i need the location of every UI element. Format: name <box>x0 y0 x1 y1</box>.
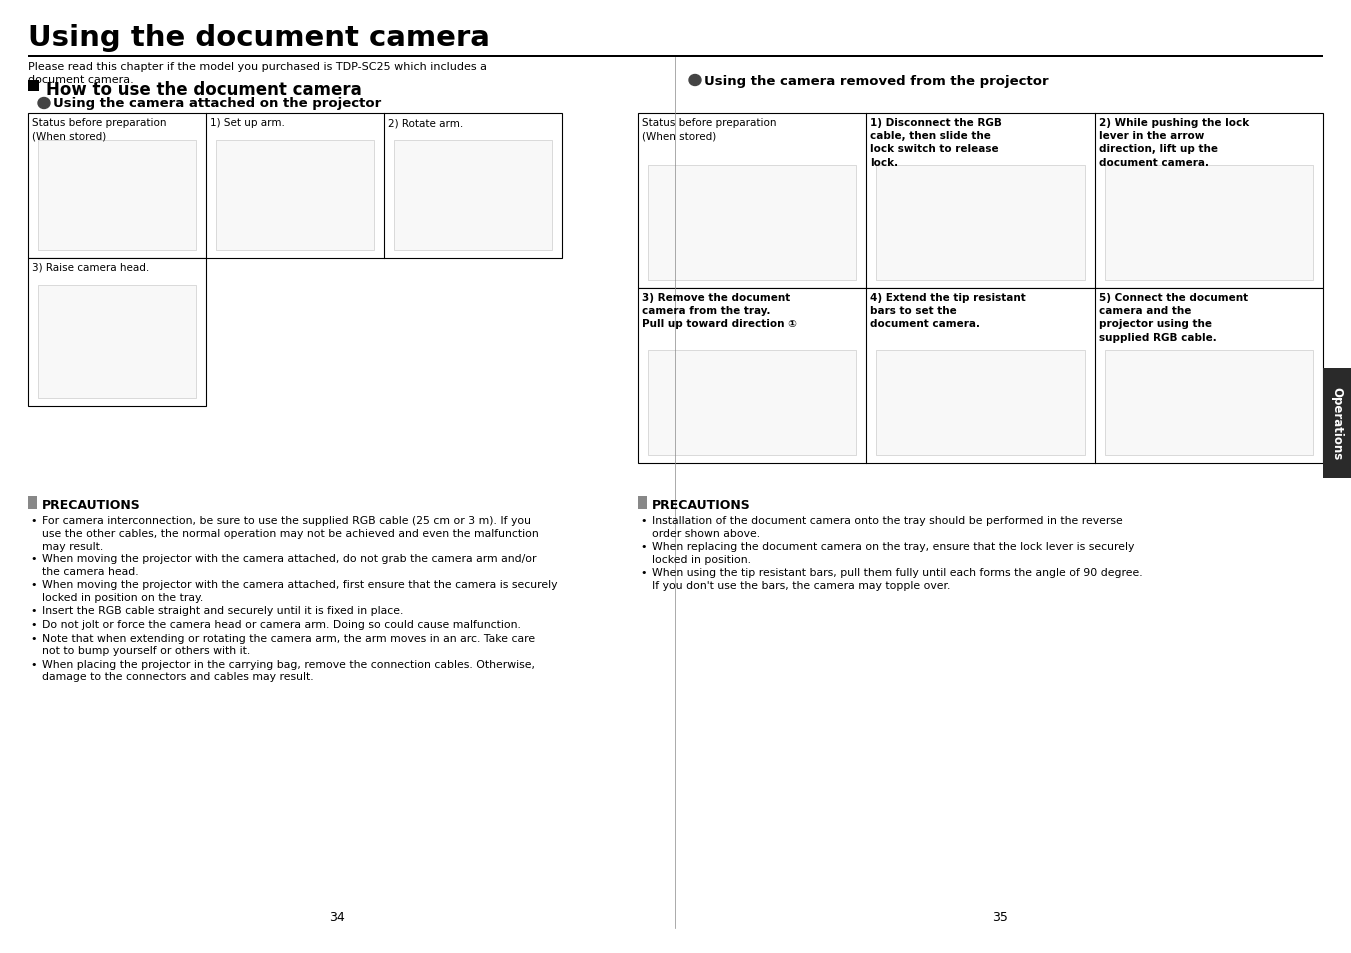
Text: 3) Raise camera head.: 3) Raise camera head. <box>32 263 149 273</box>
Text: Using the camera attached on the projector: Using the camera attached on the project… <box>53 96 381 110</box>
Bar <box>38 141 196 251</box>
Text: 1) Set up arm.: 1) Set up arm. <box>209 118 285 128</box>
Text: 2) Rotate arm.: 2) Rotate arm. <box>388 118 463 128</box>
Bar <box>638 113 1323 289</box>
Text: Operations: Operations <box>1331 387 1343 460</box>
Text: 34: 34 <box>330 910 345 923</box>
Text: Status before preparation
(When stored): Status before preparation (When stored) <box>642 118 777 141</box>
Text: PRECAUTIONS: PRECAUTIONS <box>42 498 141 512</box>
Text: Insert the RGB cable straight and securely until it is fixed in place.: Insert the RGB cable straight and secure… <box>42 606 404 616</box>
Bar <box>638 289 1323 463</box>
Text: Using the document camera: Using the document camera <box>28 24 490 52</box>
Text: 5) Connect the document
camera and the
projector using the
supplied RGB cable.: 5) Connect the document camera and the p… <box>1098 293 1248 342</box>
Bar <box>648 166 857 281</box>
Text: Note that when extending or rotating the camera arm, the arm moves in an arc. Ta: Note that when extending or rotating the… <box>42 633 535 656</box>
Text: 3) Remove the document
camera from the tray.
Pull up toward direction ①: 3) Remove the document camera from the t… <box>642 293 797 329</box>
Bar <box>648 351 857 456</box>
Bar <box>877 351 1085 456</box>
Text: •: • <box>30 579 36 590</box>
Bar <box>1105 166 1313 281</box>
Text: 1) Disconnect the RGB
cable, then slide the
lock switch to release
lock.: 1) Disconnect the RGB cable, then slide … <box>870 118 1002 168</box>
Bar <box>28 55 1323 58</box>
Bar <box>216 141 374 251</box>
Text: •: • <box>30 633 36 643</box>
Text: When moving the projector with the camera attached, do not grab the camera arm a: When moving the projector with the camer… <box>42 554 536 577</box>
Text: Using the camera removed from the projector: Using the camera removed from the projec… <box>704 74 1048 88</box>
Bar <box>1323 369 1351 478</box>
Text: •: • <box>640 516 647 525</box>
Text: •: • <box>30 619 36 629</box>
Bar <box>28 258 205 407</box>
Bar <box>28 497 36 510</box>
Bar <box>638 497 647 510</box>
Ellipse shape <box>689 75 701 87</box>
Text: •: • <box>30 516 36 525</box>
Bar <box>28 113 562 258</box>
Text: For camera interconnection, be sure to use the supplied RGB cable (25 cm or 3 m): For camera interconnection, be sure to u… <box>42 516 539 551</box>
Text: When placing the projector in the carrying bag, remove the connection cables. Ot: When placing the projector in the carryi… <box>42 659 535 681</box>
Bar <box>38 286 196 398</box>
Text: •: • <box>30 554 36 564</box>
Text: When using the tip resistant bars, pull them fully until each forms the angle of: When using the tip resistant bars, pull … <box>653 567 1143 590</box>
Text: How to use the document camera: How to use the document camera <box>46 81 362 99</box>
Text: •: • <box>30 606 36 616</box>
Text: 4) Extend the tip resistant
bars to set the
document camera.: 4) Extend the tip resistant bars to set … <box>870 293 1025 329</box>
Bar <box>1105 351 1313 456</box>
Text: PRECAUTIONS: PRECAUTIONS <box>653 498 751 512</box>
Text: Do not jolt or force the camera head or camera arm. Doing so could cause malfunc: Do not jolt or force the camera head or … <box>42 619 521 629</box>
Text: document camera.: document camera. <box>28 75 134 85</box>
Ellipse shape <box>38 98 50 110</box>
Text: When moving the projector with the camera attached, first ensure that the camera: When moving the projector with the camer… <box>42 579 558 602</box>
Text: Installation of the document camera onto the tray should be performed in the rev: Installation of the document camera onto… <box>653 516 1123 538</box>
Text: Please read this chapter if the model you purchased is TDP-SC25 which includes a: Please read this chapter if the model yo… <box>28 62 486 71</box>
Text: •: • <box>640 567 647 578</box>
Bar <box>394 141 553 251</box>
Text: 35: 35 <box>992 910 1008 923</box>
Text: •: • <box>30 659 36 669</box>
Text: •: • <box>640 541 647 552</box>
Text: 2) While pushing the lock
lever in the arrow
direction, lift up the
document cam: 2) While pushing the lock lever in the a… <box>1098 118 1248 168</box>
Bar <box>28 81 39 91</box>
Bar <box>877 166 1085 281</box>
Text: When replacing the document camera on the tray, ensure that the lock lever is se: When replacing the document camera on th… <box>653 541 1135 564</box>
Text: Status before preparation
(When stored): Status before preparation (When stored) <box>32 118 166 141</box>
